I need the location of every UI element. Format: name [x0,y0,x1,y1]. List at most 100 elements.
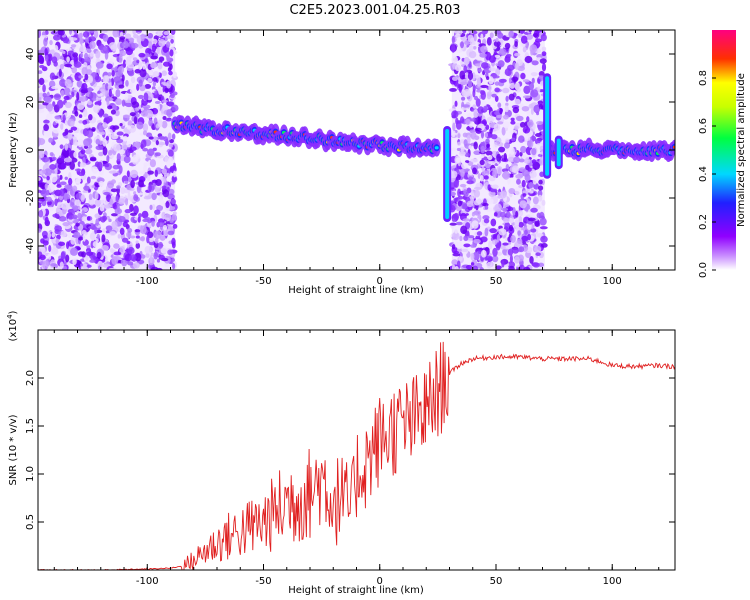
noise-speckle [171,104,179,112]
noise-speckle [142,130,148,136]
noise-speckle [105,225,113,231]
noise-speckle [488,67,497,72]
noise-speckle [538,70,545,77]
noise-speckle [521,105,530,112]
noise-speckle [84,73,89,81]
noise-speckle [98,181,105,187]
noise-speckle [476,231,483,236]
noise-speckle [38,228,42,233]
noise-speckle [496,234,501,242]
noise-speckle [453,179,459,188]
noise-speckle [451,110,459,119]
noise-speckle [502,170,510,180]
noise-speckle [470,158,479,163]
noise-speckle [142,147,149,152]
noise-speckle [457,200,462,207]
snr-x-label: Height of straight line (km) [288,585,424,596]
noise-speckle [452,253,461,257]
noise-speckle [540,33,547,42]
noise-speckle [159,199,165,206]
noise-speckle [47,53,53,62]
noise-speckle [148,41,153,49]
noise-speckle [481,30,485,34]
noise-speckle [88,75,94,84]
noise-speckle [172,170,177,178]
noise-speckle [484,205,489,210]
noise-speckle [492,247,498,257]
noise-speckle [462,30,467,34]
noise-speckle [153,230,162,239]
noise-speckle [470,262,475,266]
noise-speckle [537,185,544,191]
noise-speckle [164,155,169,162]
snr-scale-close: ) [8,310,19,314]
noise-speckle [111,70,115,77]
noise-speckle [53,44,59,53]
noise-speckle [460,41,464,49]
noise-speckle [508,30,514,38]
noise-speckle [94,75,102,83]
noise-speckle [161,99,168,103]
noise-speckle [524,229,528,235]
noise-speckle [488,84,492,92]
noise-speckle [517,238,523,245]
noise-speckle [486,116,494,124]
noise-speckle [488,76,494,85]
noise-speckle [472,104,477,109]
noise-speckle [108,149,113,156]
noise-speckle [101,244,109,251]
noise-speckle [515,174,524,179]
noise-speckle [453,212,460,221]
noise-speckle [536,212,541,219]
noise-speckle [68,129,74,133]
noise-speckle [106,215,110,220]
noise-speckle [138,179,145,188]
noise-speckle [451,35,455,44]
noise-speckle [451,76,458,82]
noise-speckle [136,83,140,91]
noise-speckle [530,207,538,213]
noise-speckle [70,189,74,196]
noise-speckle [71,157,78,163]
noise-speckle [153,251,159,260]
noise-speckle [80,258,85,262]
noise-speckle [95,50,101,59]
noise-speckle [82,233,86,242]
noise-speckle [112,104,117,111]
noise-speckle [157,136,166,140]
noise-speckle [108,170,117,174]
noise-speckle [158,241,164,249]
noise-speckle [44,216,49,225]
noise-speckle [473,199,481,206]
noise-speckle [454,33,461,39]
noise-speckle [497,121,504,125]
noise-speckle [138,52,146,58]
noise-speckle [86,176,91,184]
noise-speckle [140,225,144,233]
noise-speckle [474,135,480,141]
noise-speckle [46,113,53,122]
noise-speckle [136,121,144,130]
noise-speckle [59,188,65,197]
noise-speckle [513,156,521,164]
noise-speckle [151,220,155,227]
noise-speckle [40,238,45,244]
noise-speckle [501,126,506,136]
noise-speckle [172,262,176,270]
noise-speckle [478,68,483,73]
noise-speckle [166,34,174,40]
noise-speckle [472,265,479,270]
noise-speckle [528,182,534,189]
noise-speckle [472,117,476,122]
noise-speckle [523,85,531,95]
noise-speckle [105,135,110,141]
noise-speckle [520,72,526,80]
noise-speckle [42,260,49,270]
noise-speckle [124,92,129,101]
noise-speckle [170,30,176,35]
noise-speckle [167,132,172,141]
noise-speckle [499,191,507,199]
noise-speckle [521,179,526,188]
noise-speckle [77,139,84,148]
noise-speckle [48,137,54,143]
